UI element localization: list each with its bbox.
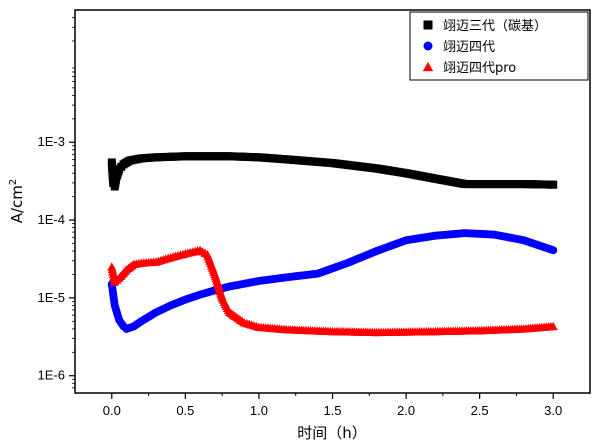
trail-marker (517, 180, 526, 189)
trail-marker (547, 245, 556, 254)
legend-label-1: 翊迈三代（碳基） (443, 19, 547, 34)
trail-marker (429, 174, 438, 183)
trail-marker (179, 152, 188, 161)
trail-marker (114, 167, 123, 176)
trail-marker (252, 153, 261, 162)
trail-marker (149, 153, 158, 162)
x-tick-label: 2.5 (471, 403, 489, 418)
trail-marker (399, 168, 408, 177)
trail-marker (118, 320, 127, 329)
trail-marker (458, 179, 467, 188)
x-tick-label: 3.0 (544, 403, 562, 418)
trail-marker (117, 162, 126, 171)
x-tick-label: 1.0 (250, 403, 268, 418)
series-2 (107, 229, 558, 333)
series-1 (107, 152, 558, 191)
trail-marker (223, 152, 232, 161)
legend-box (409, 11, 589, 81)
legend-marker-3 (422, 61, 434, 72)
y-tick-label: 1E-4 (38, 212, 65, 227)
legend-label-2: 翊迈四代 (443, 40, 495, 55)
trail-marker (546, 322, 556, 331)
y-tick-label: 1E-3 (38, 134, 65, 149)
x-tick-label: 2.0 (397, 403, 415, 418)
legend-marker-2 (423, 41, 433, 51)
x-tick-label: 0.5 (176, 403, 194, 418)
legend-marker-1 (423, 20, 433, 30)
trail-marker (282, 155, 291, 164)
trail-marker (488, 180, 497, 189)
trail-marker (123, 157, 132, 166)
trail-marker (546, 180, 555, 189)
y-axis-title-text: A/cm (8, 185, 26, 223)
x-tick-label: 0.0 (103, 403, 121, 418)
x-axis-title: 时间（h） (297, 424, 367, 442)
y-axis-title-superscript: 2 (8, 179, 19, 185)
trail-marker (326, 158, 335, 167)
series-3 (107, 245, 558, 337)
y-tick-label: 1E-5 (38, 290, 65, 305)
trail-marker (111, 175, 120, 184)
y-axis-title: A/cm2 (8, 179, 26, 224)
y-tick-label: 1E-6 (38, 368, 65, 383)
trail-marker (134, 154, 143, 163)
legend-label-3: 翊迈四代pro (443, 61, 516, 76)
trail-marker (370, 164, 379, 173)
x-tick-label: 1.5 (323, 403, 341, 418)
